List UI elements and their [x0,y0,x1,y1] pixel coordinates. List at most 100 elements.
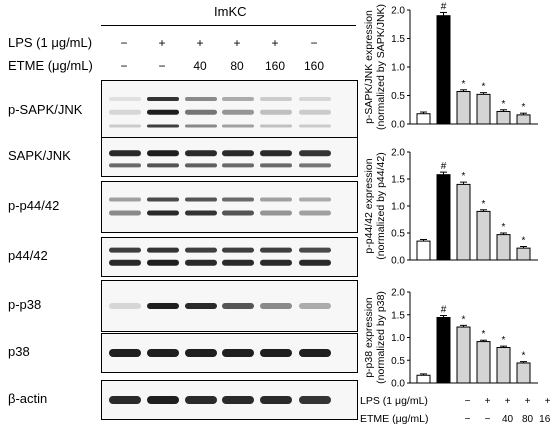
band [147,396,179,404]
lps-sign-lane-3: + [196,36,204,50]
chart-3-sig-3: * [462,314,466,325]
blot-label-6: p38 [8,344,30,359]
chart-1-ytick-label: 1.0 [391,63,405,74]
band [299,396,331,404]
band [109,150,141,157]
band [222,163,254,168]
chart-1-bar-1 [416,113,431,125]
band [260,303,292,309]
band [109,247,141,253]
band [185,247,217,253]
chart-etme-value-1: − [465,414,471,425]
band [109,259,141,266]
blot-panel-3 [101,181,358,233]
chart-2-ytick-label: 0.0 [391,256,405,267]
band [109,109,141,115]
chart-3-bar-3 [456,326,471,384]
blot-panel-5 [101,280,358,332]
band [222,210,254,216]
chart-2-ytick-label: 1.0 [391,202,405,213]
band [222,97,254,101]
band [147,109,179,115]
chart-3-sig-6: * [522,351,526,362]
chart-2-bar-6 [516,247,531,261]
chart-3-sig-2: # [441,305,447,316]
band [147,163,179,168]
band [222,349,254,357]
chart-3-bar-2 [436,316,451,384]
band [299,124,331,128]
band [185,97,217,101]
blot-panel-7 [101,380,358,420]
band [185,303,217,309]
chart-1-ytick-label: 1.5 [391,34,405,45]
chart-2-bar-4 [476,210,491,261]
band [260,109,292,115]
band [222,396,254,404]
band [185,197,217,202]
chart-3-ytick-label: 2.0 [391,288,405,299]
chart-1-sig-5: * [502,99,506,110]
band [109,210,141,216]
blot-panel-2 [101,137,358,177]
band [147,150,179,157]
chart-3-ytick-label: 1.5 [391,310,405,321]
chart-3-bar-6 [516,362,531,384]
lps-sign-lane-5: + [271,36,279,50]
chart-3-ylabel: (normalized by p38) [375,291,387,384]
lps-sign-lane-1: − [120,36,128,50]
chart-lps-sign-4: + [525,396,531,407]
lps-sign-lane-6: − [310,36,318,50]
band [260,259,292,266]
band [185,349,217,357]
band [299,349,331,357]
band [260,150,292,157]
band [147,97,179,101]
chart-3-ytick-label: 0.0 [391,379,405,390]
chart-2-bar-2 [436,174,451,261]
band [147,259,179,266]
band [299,210,331,216]
band [109,349,141,357]
blot-label-1: p-SAPK/JNK [8,102,83,117]
chart-2-sig-4: * [482,199,486,210]
etme-value-lane-3: 40 [193,59,207,73]
blot-panel-6 [101,333,358,373]
band [109,197,141,202]
band [147,210,179,216]
blot-panel-1 [101,80,358,142]
band [222,150,254,157]
blot-panel-4 [101,237,358,277]
chart-3-bar-5 [496,347,511,384]
band [222,303,254,309]
band [147,124,179,128]
chart-1-ylabel: (normalized by SAPK/JNK) [375,4,387,130]
chart-etme-value-2: − [485,414,491,425]
band [260,349,292,357]
chart-1-sig-3: * [462,79,466,90]
etme-value-lane-1: − [120,59,128,73]
band [222,109,254,115]
chart-2-sig-6: * [522,236,526,247]
band [222,197,254,202]
blot-label-5: p-p38 [8,297,42,312]
chart-1-sig-6: * [522,102,526,113]
cell-line-label: ImKC [214,4,247,19]
band [185,150,217,157]
chart-2-ylabel: p-p44/42 expression [363,158,375,253]
band [147,247,179,253]
band [299,259,331,266]
band [109,163,141,168]
etme-value-lane-5: 160 [265,59,286,73]
chart-1-ytick-label: 0.0 [391,120,405,131]
chart-1-bar-5 [496,110,511,125]
band [260,396,292,404]
band [222,259,254,266]
etme-row-label: ETME (μg/mL) [8,58,93,73]
blot-label-3: p-p44/42 [8,198,60,213]
band [260,210,292,216]
chart-1-ylabel: p-SAPK/JNK expression [363,10,375,124]
etme-value-lane-4: 80 [230,59,244,73]
band [109,124,141,128]
band [299,163,331,168]
